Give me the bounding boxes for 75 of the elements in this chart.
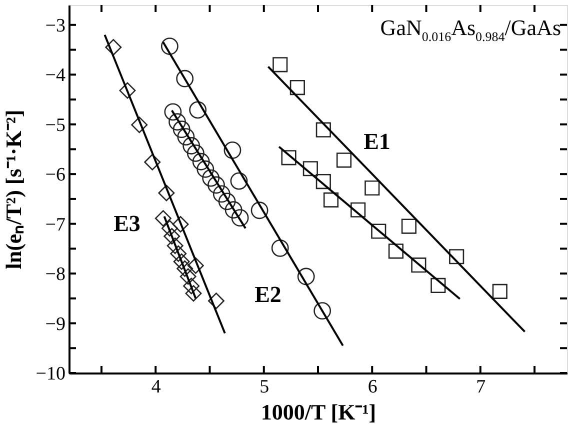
point [271, 239, 289, 257]
point [172, 120, 190, 138]
point [208, 292, 224, 310]
point [161, 220, 178, 237]
annotation: E3 [114, 211, 140, 236]
point [224, 142, 242, 159]
point [131, 116, 148, 134]
point [411, 258, 426, 273]
point [316, 174, 331, 190]
point [192, 152, 210, 170]
x-tick-label: 5 [260, 376, 270, 398]
point [166, 237, 184, 254]
point [187, 257, 204, 274]
point [290, 80, 305, 96]
point [202, 169, 220, 187]
point [144, 154, 161, 170]
y-tick-label: −4 [45, 65, 66, 86]
point [430, 278, 446, 294]
point [170, 245, 187, 262]
point [250, 202, 268, 220]
point [364, 180, 380, 196]
point [323, 192, 339, 208]
y-tick-label: −5 [45, 114, 66, 136]
point [173, 253, 190, 270]
y-tick-label: −8 [45, 264, 66, 286]
point [230, 172, 248, 190]
point [119, 82, 136, 99]
point [160, 38, 178, 55]
point [297, 268, 315, 286]
point [183, 278, 200, 294]
point [180, 268, 196, 285]
point [316, 122, 331, 138]
point [176, 70, 194, 88]
point [350, 202, 366, 218]
annotation: E1 [364, 129, 390, 154]
annotation: E2 [254, 282, 282, 307]
point [189, 101, 207, 119]
point [224, 201, 242, 219]
point [177, 128, 195, 146]
point [172, 216, 189, 233]
point [231, 209, 249, 227]
y-axis-title: ln(eₙ/T²) [s⁻¹·K⁻²] [0, 110, 26, 270]
point [182, 137, 200, 154]
point [218, 192, 236, 210]
point [186, 144, 204, 162]
point [388, 244, 404, 259]
point [168, 113, 186, 131]
point [154, 210, 172, 227]
point [208, 176, 225, 194]
point [492, 284, 508, 299]
point [158, 184, 175, 202]
point [105, 39, 122, 56]
point [176, 260, 194, 277]
point [401, 218, 416, 234]
point [185, 285, 202, 302]
y-tick-label: −10 [36, 364, 66, 384]
point [196, 160, 214, 178]
point [281, 150, 296, 166]
point [272, 57, 288, 72]
y-tick-label: −6 [45, 164, 66, 186]
point [212, 185, 230, 203]
x-tick-label: 6 [368, 376, 378, 398]
x-axis-title: 1000/T [K⁻¹] [260, 400, 376, 424]
point [164, 103, 182, 121]
point [371, 224, 386, 239]
y-tick-label: −7 [45, 214, 66, 236]
x-tick-label: 7 [476, 376, 486, 398]
x-tick-label: 4 [151, 376, 162, 398]
point [336, 152, 352, 168]
point [164, 228, 180, 244]
point [302, 161, 318, 176]
y-tick-label: −3 [45, 15, 66, 36]
y-tick-label: −9 [45, 314, 66, 335]
point [449, 249, 464, 264]
point [314, 302, 332, 320]
